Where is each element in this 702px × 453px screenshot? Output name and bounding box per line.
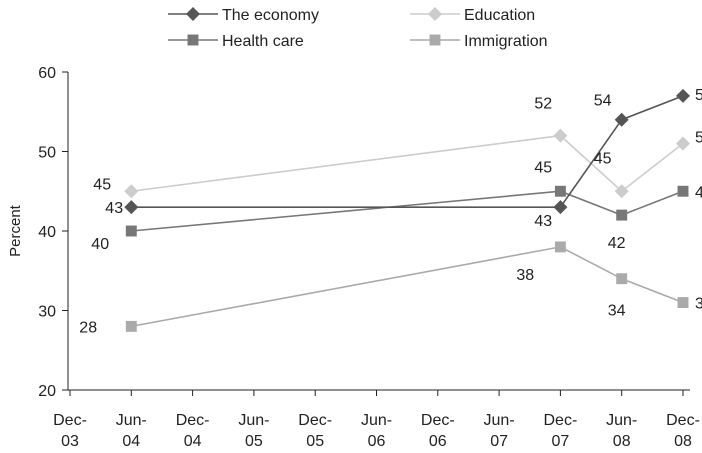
data-label: 31: [695, 296, 702, 313]
x-tick-label-year: 08: [674, 433, 692, 450]
x-tick-label-year: 04: [122, 433, 140, 450]
x-tick-label-month: Jun-: [116, 412, 147, 429]
data-point: [125, 225, 137, 237]
legend-label: The economy: [222, 7, 319, 24]
legend-label: Immigration: [464, 33, 548, 50]
data-point: [554, 241, 566, 253]
axes: Percent: [7, 72, 690, 391]
data-point: [676, 88, 690, 103]
x-tick-label-year: 05: [245, 433, 263, 450]
data-label: 38: [516, 267, 534, 284]
data-point: [553, 200, 568, 215]
data-label: 43: [534, 213, 552, 230]
data-label: 45: [695, 184, 702, 201]
data-label: 51: [695, 130, 702, 147]
data-label: 45: [93, 176, 111, 193]
y-axis-title: Percent: [7, 204, 24, 257]
series-layer: [124, 88, 690, 332]
data-point: [676, 136, 690, 151]
x-tick-label-month: Dec-: [666, 412, 700, 429]
y-tick-label: 40: [38, 224, 56, 241]
data-label: 54: [594, 93, 612, 110]
data-point: [677, 185, 689, 197]
series-immigration: [125, 241, 689, 332]
data-point: [616, 209, 628, 221]
x-tick-label-month: Dec-: [544, 412, 578, 429]
legend-label: Education: [464, 7, 535, 24]
x-tick-label-year: 07: [552, 433, 570, 450]
x-tick-label-month: Dec-: [298, 412, 332, 429]
x-tick-label-year: 06: [429, 433, 447, 450]
data-point: [614, 112, 629, 127]
legend-marker: [186, 7, 200, 21]
x-tick-label-year: 07: [490, 433, 508, 450]
data-label: 34: [608, 303, 626, 320]
data-label: 52: [534, 96, 552, 113]
legend-marker: [187, 34, 199, 46]
x-tick-label-year: 05: [306, 433, 324, 450]
series-the-economy: [124, 88, 690, 215]
series-education: [124, 128, 690, 199]
x-tick-label-month: Jun-: [238, 412, 269, 429]
x-tick-label-month: Jun-: [606, 412, 637, 429]
x-tick-label-month: Dec-: [176, 412, 210, 429]
data-point: [124, 184, 139, 199]
x-tick-label-month: Jun-: [361, 412, 392, 429]
x-tick-label-year: 06: [368, 433, 386, 450]
data-point: [124, 200, 139, 215]
x-tick-label-month: Jun-: [484, 412, 515, 429]
data-label: 40: [91, 236, 109, 253]
x-tick-label-year: 04: [184, 433, 202, 450]
data-point: [125, 320, 137, 332]
series-line: [131, 246, 684, 328]
data-point: [553, 128, 568, 143]
data-point: [677, 297, 689, 309]
data-label: 45: [594, 150, 612, 167]
series-line: [131, 95, 684, 208]
data-point: [614, 184, 629, 199]
x-ticks: Dec- 03 Jun- 04 Dec- 04 Jun- 05 Dec- 05 Jun- 06 Dec-…: [53, 390, 700, 450]
legend-item-education: Education: [410, 7, 535, 24]
y-tick-label: 50: [38, 145, 56, 162]
x-tick-label-year: 03: [61, 433, 79, 450]
y-tick-label: 30: [38, 304, 56, 321]
data-label: 43: [105, 200, 123, 217]
legend-marker: [429, 34, 441, 46]
legend-item-health-care: Health care: [168, 33, 304, 50]
y-tick-label: 60: [38, 65, 56, 82]
data-point: [554, 185, 566, 197]
legend-label: Health care: [222, 33, 304, 50]
legend-item-immigration: Immigration: [410, 33, 548, 50]
data-labels: 43 43 54 57 40 45 42 45 45 52 45 51 28 38 34 31: [79, 87, 702, 337]
y-ticks: 20 30 40 50 60: [38, 65, 68, 400]
data-point: [616, 273, 628, 285]
x-tick-label-month: Dec-: [421, 412, 455, 429]
y-tick-label: 20: [38, 383, 56, 400]
legend-marker: [428, 7, 442, 21]
legend-item-the-economy: The economy: [168, 7, 319, 24]
x-tick-label-year: 08: [613, 433, 631, 450]
series-line: [131, 190, 684, 232]
data-label: 45: [534, 159, 552, 176]
data-label: 28: [79, 319, 97, 336]
data-label: 57: [695, 87, 702, 104]
series-health-care: [125, 185, 689, 237]
x-tick-label-month: Dec-: [53, 412, 87, 429]
legend: The economy Health care Education Immigrati…: [168, 7, 548, 50]
data-label: 42: [608, 235, 626, 252]
